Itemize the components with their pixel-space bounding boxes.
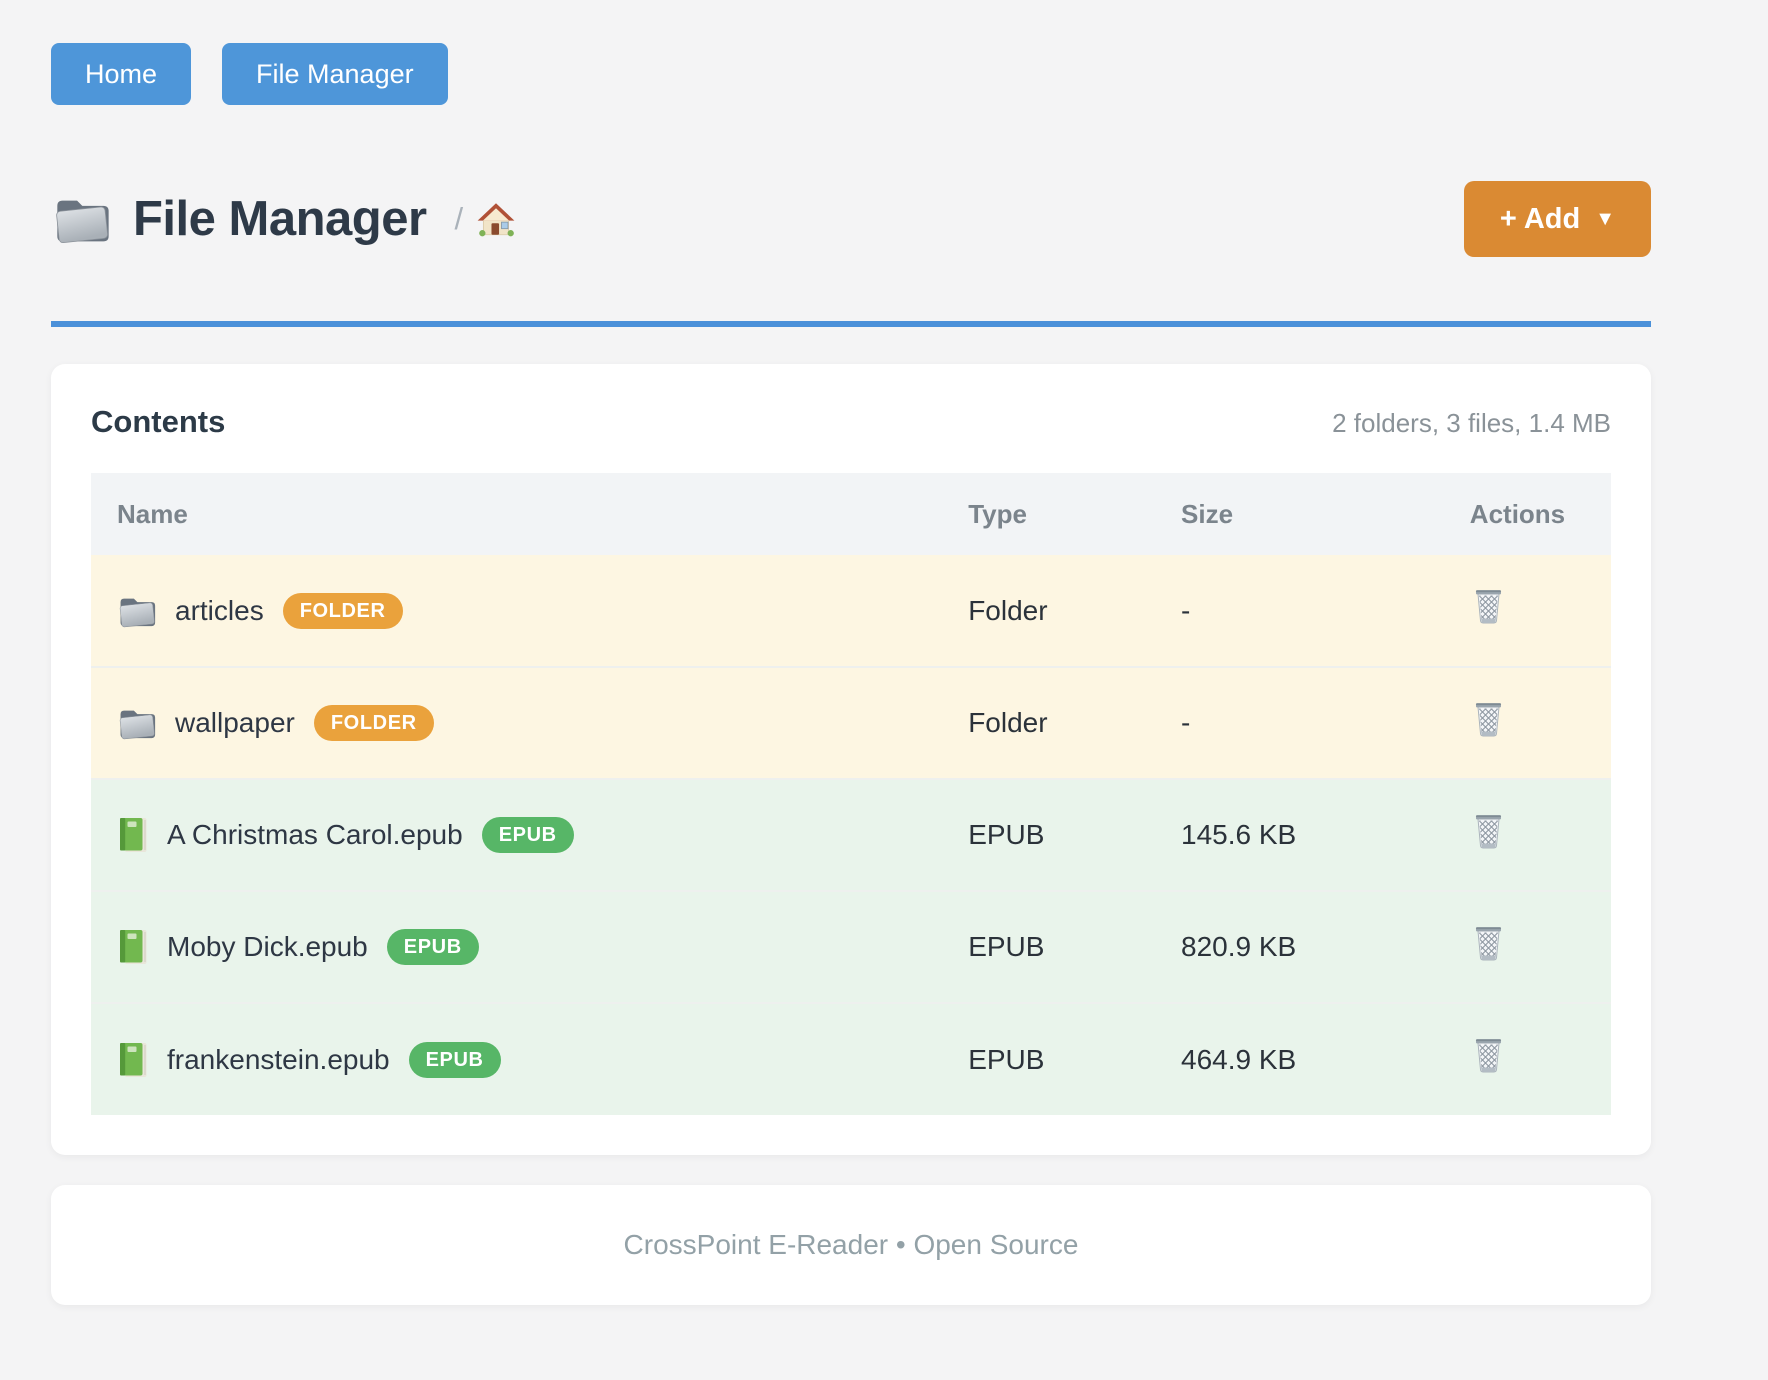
contents-summary: 2 folders, 3 files, 1.4 MB <box>1332 408 1611 438</box>
type-cell: EPUB <box>942 891 1155 1003</box>
type-cell: Folder <box>942 667 1155 779</box>
wastebasket-icon <box>1475 702 1502 736</box>
green-book-icon <box>119 929 147 965</box>
table-header-row: Name Type Size Actions <box>91 473 1611 555</box>
table-row: A Christmas Carol.epub EPUB EPUB 145.6 K… <box>91 779 1611 891</box>
header-divider <box>51 321 1651 327</box>
file-name[interactable]: Moby Dick.epub <box>167 931 368 962</box>
table-row: wallpaper FOLDER Folder - <box>91 667 1611 779</box>
green-book-icon <box>119 817 147 853</box>
epub-badge: EPUB <box>386 929 479 965</box>
table-row: articles FOLDER Folder - <box>91 555 1611 667</box>
wastebasket-icon <box>1475 814 1502 848</box>
size-cell: - <box>1155 667 1444 779</box>
epub-badge: EPUB <box>481 817 574 853</box>
wastebasket-icon <box>1475 589 1502 624</box>
wastebasket-icon <box>1475 926 1502 960</box>
size-cell: 464.9 KB <box>1155 1003 1444 1115</box>
footer-text: CrossPoint E-Reader • Open Source <box>623 1229 1079 1260</box>
delete-button[interactable] <box>1470 924 1507 964</box>
contents-card: Contents 2 folders, 3 files, 1.4 MB Name… <box>51 364 1651 1155</box>
folder-icon <box>119 710 156 740</box>
column-header-actions: Actions <box>1443 473 1611 555</box>
add-button[interactable]: + Add ▼ <box>1463 181 1651 257</box>
file-name[interactable]: A Christmas Carol.epub <box>167 819 463 850</box>
caret-down-icon: ▼ <box>1595 208 1615 230</box>
delete-button[interactable] <box>1470 700 1507 740</box>
folder-badge: FOLDER <box>313 705 434 741</box>
green-book-icon <box>119 1042 147 1077</box>
file-table: Name Type Size Actions articles FOLDER F… <box>91 473 1611 1115</box>
type-cell: Folder <box>942 555 1155 667</box>
size-cell: 820.9 KB <box>1155 891 1444 1003</box>
type-cell: EPUB <box>942 779 1155 891</box>
delete-button[interactable] <box>1470 587 1507 627</box>
file-name[interactable]: frankenstein.epub <box>167 1043 390 1075</box>
home-icon[interactable] <box>475 198 517 240</box>
folder-icon <box>55 200 110 244</box>
file-name[interactable]: wallpaper <box>175 707 295 738</box>
breadcrumb-separator: / <box>454 201 464 236</box>
top-nav: Home File Manager <box>51 43 1651 105</box>
footer: CrossPoint E-Reader • Open Source <box>51 1185 1651 1305</box>
column-header-name: Name <box>91 473 943 555</box>
nav-file-manager-button[interactable]: File Manager <box>222 43 448 105</box>
table-row: frankenstein.epub EPUB EPUB 464.9 KB <box>91 1003 1611 1115</box>
table-row: Moby Dick.epub EPUB EPUB 820.9 KB <box>91 891 1611 1003</box>
column-header-type: Type <box>942 473 1155 555</box>
folder-icon <box>119 597 156 627</box>
add-button-label: + Add <box>1499 202 1581 235</box>
delete-button[interactable] <box>1470 1036 1507 1076</box>
wastebasket-icon <box>1475 1038 1502 1073</box>
nav-home-button[interactable]: Home <box>51 43 192 105</box>
folder-badge: FOLDER <box>282 592 403 629</box>
contents-card-head: Contents 2 folders, 3 files, 1.4 MB <box>91 404 1611 440</box>
delete-button[interactable] <box>1470 812 1507 852</box>
size-cell: 145.6 KB <box>1155 779 1444 891</box>
page-header: File Manager / + Add ▼ <box>51 177 1651 261</box>
epub-badge: EPUB <box>408 1041 501 1078</box>
column-header-size: Size <box>1155 473 1444 555</box>
contents-title: Contents <box>91 404 226 439</box>
page-title: File Manager <box>133 192 427 246</box>
type-cell: EPUB <box>942 1003 1155 1115</box>
size-cell: - <box>1155 555 1444 667</box>
file-name[interactable]: articles <box>175 594 264 626</box>
